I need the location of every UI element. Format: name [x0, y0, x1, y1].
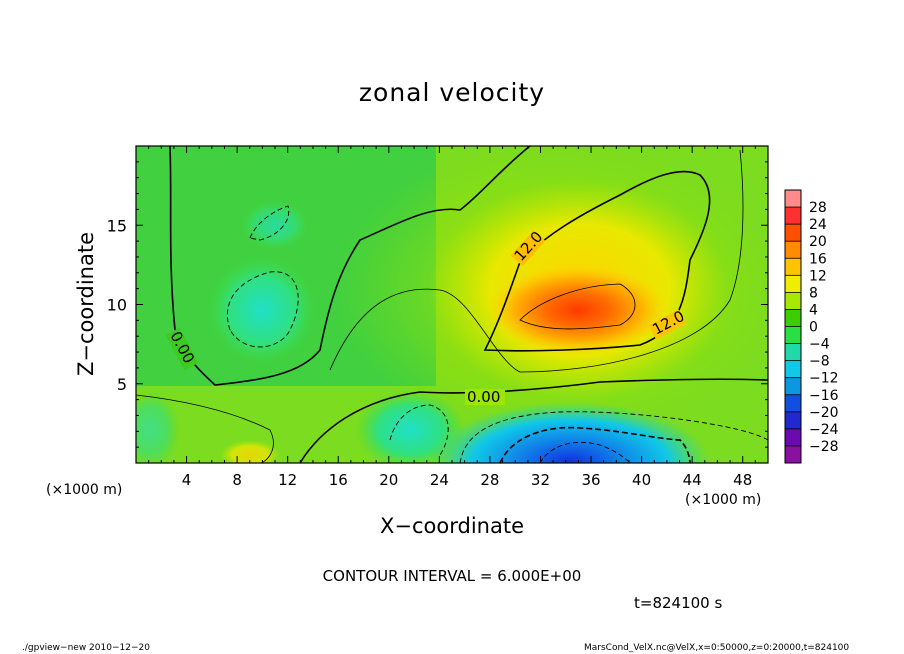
x-unit-label-right: (×1000 m)	[685, 492, 762, 508]
colorbar-swatch	[785, 445, 801, 464]
contour-6b	[136, 394, 274, 463]
x-tick-label: 24	[430, 471, 449, 489]
x-axis-label: X−coordinate	[380, 514, 524, 538]
colorbar-swatch	[785, 292, 801, 310]
colorbar-label: −4	[809, 337, 830, 353]
contour-6	[329, 149, 744, 373]
x-tick-label: 4	[182, 471, 192, 489]
x-unit-label-left: (×1000 m)	[46, 482, 123, 498]
x-tick-label: 44	[683, 471, 702, 489]
colorbar-label: −16	[809, 388, 839, 404]
contour-labels: 12.0 12.0 0.00 0.00	[165, 228, 687, 406]
colorbar-label: 16	[809, 251, 827, 267]
colorbar-swatch	[785, 343, 801, 362]
x-tick-label: 8	[232, 471, 242, 489]
x-tick-label: 36	[581, 471, 600, 489]
colorbar-swatch	[785, 258, 801, 276]
y-tick-label: 10	[107, 296, 127, 315]
contour-interval: CONTOUR INTERVAL = 6.000E+00	[322, 567, 582, 585]
colorbar-swatch	[785, 309, 801, 327]
colorbar-swatch	[785, 275, 801, 293]
colorbar-label: 28	[809, 200, 827, 216]
colorbar-swatch	[785, 394, 801, 413]
contour-zero-left	[169, 146, 531, 386]
x-tick-label: 40	[632, 471, 651, 489]
time-stamp: t=824100 s	[634, 594, 723, 612]
y-axis-label: Z−coordinate	[74, 232, 98, 376]
contour-neg12	[499, 426, 691, 463]
y-tick-label: 15	[107, 216, 127, 235]
colorbar-swatch	[785, 428, 801, 447]
contour-zero-low	[299, 378, 768, 463]
x-tick-label: 16	[329, 471, 348, 489]
x-tick-label: 28	[480, 471, 499, 489]
colorbar-label: −28	[809, 439, 839, 455]
x-tick-label: 32	[531, 471, 550, 489]
contour-lines	[136, 146, 768, 463]
colorbar-swatch	[785, 360, 801, 379]
colorbar-swatch	[785, 377, 801, 396]
x-tick-label: 48	[733, 471, 752, 489]
colorbar-label: −8	[809, 354, 830, 370]
colorbar-swatch	[785, 326, 801, 345]
contour-neg6-c	[389, 404, 449, 456]
x-tick-label: 20	[379, 471, 398, 489]
colorbar-label: 8	[809, 285, 818, 301]
colorbar-swatch	[785, 207, 801, 225]
contour-neg6-b	[249, 205, 290, 241]
contour-label: 0.00	[467, 388, 500, 406]
colorbar-swatch	[785, 190, 801, 208]
colorbar-label: −24	[809, 422, 839, 438]
chart-title: zonal velocity	[358, 78, 546, 107]
colorbar-label: 24	[809, 217, 827, 233]
footer-left: ./gpview−new 2010−12−20	[22, 643, 150, 653]
colorbar-swatch	[785, 411, 801, 430]
footer-right: MarsCond_VelX.nc@VelX,x=0:50000,z=0:2000…	[584, 643, 850, 653]
contour-neg18	[539, 441, 631, 463]
colorbar-label: 0	[809, 320, 818, 336]
contour-neg6-a	[226, 271, 299, 348]
colorbar-label: −12	[809, 371, 839, 387]
heatmap-field	[136, 146, 768, 463]
colorbar-swatch	[785, 224, 801, 242]
colorbar-label: 20	[809, 234, 827, 250]
x-tick-label: 12	[278, 471, 297, 489]
colorbar-label: 12	[809, 268, 827, 284]
contour-18	[519, 283, 636, 330]
colorbar-label: 4	[809, 302, 818, 318]
colorbar-swatch	[785, 241, 801, 259]
colorbar-label: −20	[809, 405, 839, 421]
y-tick-label: 5	[117, 375, 127, 394]
